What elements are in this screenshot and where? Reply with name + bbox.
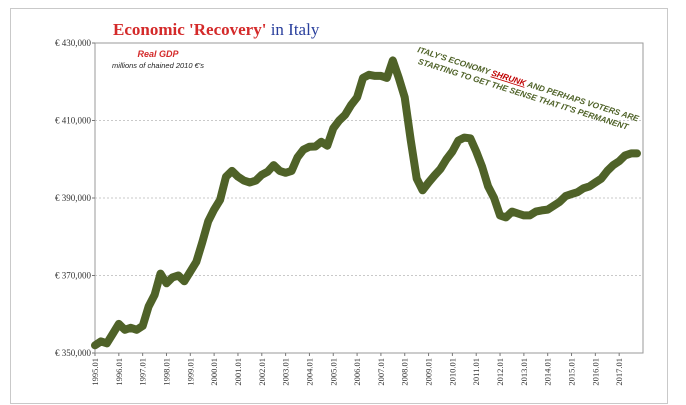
chart-title-main: Economic 'Recovery'	[113, 20, 266, 39]
x-tick-label: 1998.01	[161, 358, 171, 386]
x-tick-label: 2016.01	[590, 358, 600, 386]
y-tick-label: € 390,000	[55, 193, 92, 203]
y-tick-label: € 410,000	[55, 116, 92, 126]
series-layer	[91, 56, 641, 350]
x-tick-label: 1997.01	[138, 358, 148, 386]
legend-title: Real GDP	[137, 49, 179, 59]
x-tick-label: 2014.01	[543, 358, 553, 386]
y-tick-label: € 430,000	[55, 38, 92, 48]
x-tick-label: 2000.01	[209, 358, 219, 386]
x-tick-label: 2015.01	[567, 358, 577, 386]
x-axis: 1995.01 1996.01 1997.01 1998.01 1999.01 2000.…	[90, 353, 624, 386]
chart-title-sub: in Italy	[266, 20, 319, 39]
y-axis: € 350,000 € 370,000 € 390,000 € 410,000 € 43…	[55, 38, 95, 358]
x-tick-label: 2009.01	[424, 358, 434, 386]
x-tick-label: 2007.01	[376, 358, 386, 386]
x-tick-label: 2002.01	[257, 358, 267, 386]
x-tick-label: 2001.01	[233, 358, 243, 386]
y-tick-label: € 350,000	[55, 348, 92, 358]
grid-lines	[95, 120, 643, 276]
x-tick-label: 1996.01	[114, 358, 124, 386]
y-tick-label: € 370,000	[55, 271, 92, 281]
series-line-real-gdp	[91, 56, 641, 350]
chart-frame: Economic 'Recovery' in Italy € 350,000 € …	[10, 8, 668, 404]
x-tick-label: 2003.01	[281, 358, 291, 386]
x-tick-label: 2017.01	[614, 358, 624, 386]
x-tick-label: 2008.01	[400, 358, 410, 386]
gdp-line-chart: Economic 'Recovery' in Italy € 350,000€ …	[55, 20, 644, 386]
x-tick-label: 2012.01	[495, 358, 505, 386]
x-tick-label: 1999.01	[185, 358, 195, 386]
x-tick-label: 2004.01	[304, 358, 314, 386]
x-tick-label: 2006.01	[352, 358, 362, 386]
x-tick-label: 2011.01	[471, 358, 481, 385]
legend-subtitle: millions of chained 2010 €'s	[112, 61, 204, 70]
x-tick-label: 1995.01	[90, 358, 100, 386]
x-tick-label: 2005.01	[328, 358, 338, 386]
x-tick-label: 2010.01	[447, 358, 457, 386]
x-tick-label: 2013.01	[519, 358, 529, 386]
chart-title: Economic 'Recovery' in Italy	[113, 20, 320, 39]
